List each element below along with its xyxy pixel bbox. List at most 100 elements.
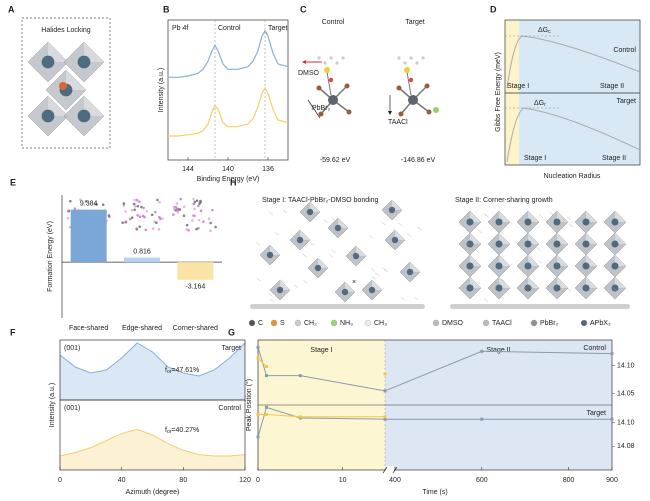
pb-atom bbox=[466, 240, 474, 248]
label: Target bbox=[405, 19, 425, 26]
molecule bbox=[526, 259, 531, 263]
structure-atom bbox=[209, 221, 212, 225]
arrow bbox=[307, 99, 321, 119]
label: ΔGc bbox=[538, 27, 551, 35]
structure-atom bbox=[179, 197, 182, 201]
octahedron-face bbox=[528, 277, 539, 288]
structure-atom bbox=[84, 200, 88, 203]
molecule bbox=[400, 296, 406, 301]
molecule bbox=[334, 231, 340, 235]
octahedron-face bbox=[586, 233, 597, 244]
panel-label: C bbox=[300, 4, 307, 14]
molecule bbox=[465, 241, 471, 246]
molecule bbox=[331, 217, 336, 222]
pb-atom bbox=[77, 109, 91, 123]
tick-label: 400 bbox=[389, 477, 401, 484]
h-atom bbox=[323, 61, 327, 65]
octahedron-face bbox=[372, 280, 382, 290]
br-atom bbox=[346, 109, 352, 115]
molecule bbox=[554, 249, 559, 253]
molecule bbox=[617, 239, 622, 243]
octahedron-face bbox=[392, 200, 402, 210]
pb-atom bbox=[77, 55, 91, 69]
pb-atom bbox=[553, 262, 561, 270]
molecule bbox=[293, 284, 299, 288]
octahedron-face bbox=[280, 280, 290, 290]
o-atom bbox=[408, 77, 414, 83]
molecule bbox=[375, 272, 380, 276]
tick-label: 10 bbox=[339, 477, 347, 484]
region-label: Stage I bbox=[310, 347, 332, 354]
value-label: -3.164 bbox=[185, 284, 205, 291]
legend-label: DMSO bbox=[442, 320, 464, 327]
octahedron-face bbox=[48, 96, 68, 116]
octahedron-face bbox=[470, 277, 481, 288]
pb-atom bbox=[495, 218, 503, 226]
region-label: Stage II bbox=[486, 347, 510, 354]
molecule bbox=[268, 288, 273, 293]
molecule bbox=[309, 242, 315, 246]
structure-atom bbox=[66, 216, 70, 220]
axis-label: Intensity (a.u.) bbox=[49, 383, 56, 427]
molecule bbox=[483, 213, 488, 217]
label: Stage II bbox=[602, 155, 626, 162]
structure-atom bbox=[130, 208, 134, 212]
octahedron-face bbox=[586, 277, 597, 288]
structure-atom bbox=[79, 198, 82, 201]
marker bbox=[298, 415, 302, 419]
molecule bbox=[538, 214, 544, 218]
marker bbox=[298, 374, 302, 378]
structure-atom bbox=[122, 202, 126, 205]
axis-label: Azimuth (degree) bbox=[126, 489, 180, 496]
structure-atom bbox=[73, 207, 77, 211]
spectrum-line bbox=[168, 29, 289, 78]
structure-atom bbox=[121, 221, 124, 225]
octahedron-face bbox=[338, 218, 348, 228]
panel-label: G bbox=[228, 327, 235, 337]
structure-atom bbox=[154, 210, 157, 214]
h-atom bbox=[329, 56, 333, 60]
octahedron-face bbox=[410, 262, 420, 272]
structure-atom bbox=[207, 217, 211, 220]
pb-atom bbox=[406, 268, 414, 276]
annotation: for=47.61% bbox=[165, 367, 199, 375]
subscript: r bbox=[544, 102, 546, 108]
octahedron-face bbox=[615, 211, 626, 222]
label: Control bbox=[218, 405, 241, 412]
molecule bbox=[331, 249, 336, 253]
structure-atom bbox=[191, 219, 194, 222]
panel-title: Halides Locking bbox=[41, 27, 91, 34]
molecule bbox=[538, 260, 543, 264]
octahedron-face bbox=[499, 211, 510, 222]
legend-label: NH₃ bbox=[340, 320, 353, 327]
stage-1-region bbox=[505, 20, 519, 165]
label: Stage I: TAACl-PbBr₂-DMSO bonding bbox=[262, 197, 379, 204]
break-mark bbox=[392, 466, 398, 474]
h-atom bbox=[317, 56, 321, 60]
label: PbBr₂ bbox=[312, 105, 331, 112]
pb-atom bbox=[582, 218, 590, 226]
label: Stage I bbox=[507, 83, 529, 90]
octahedron-face bbox=[528, 233, 539, 244]
substrate bbox=[250, 304, 425, 309]
legend-label: PbBr₂ bbox=[540, 320, 559, 327]
molecule bbox=[256, 242, 261, 246]
octahedron-face bbox=[84, 42, 104, 62]
octahedron-face bbox=[356, 246, 366, 256]
annotation: Pb 4f bbox=[172, 25, 188, 32]
pb-atom bbox=[611, 218, 619, 226]
structure-atom bbox=[175, 202, 179, 205]
tick-label: 0 bbox=[256, 477, 260, 484]
molecule bbox=[491, 245, 496, 249]
molecule bbox=[302, 253, 307, 258]
octahedron-face bbox=[557, 233, 568, 244]
break-mark bbox=[382, 466, 388, 474]
octahedron-face bbox=[470, 211, 481, 222]
br-atom bbox=[396, 85, 402, 91]
molecule bbox=[417, 226, 422, 231]
cross: × bbox=[352, 279, 356, 286]
structure-atom bbox=[122, 204, 126, 208]
stage-2-region bbox=[519, 20, 640, 165]
text: =40.27% bbox=[171, 427, 199, 434]
axis-label: Nucleation Radius bbox=[544, 173, 601, 180]
